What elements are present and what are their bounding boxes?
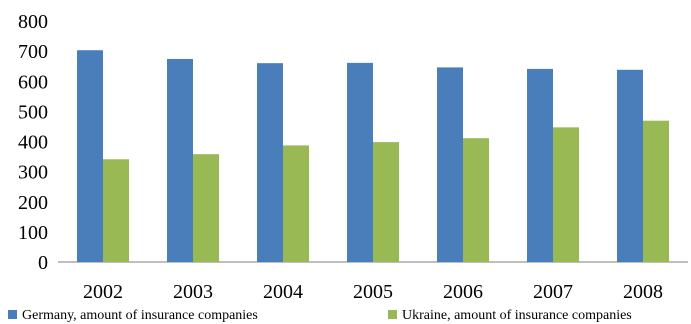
bar-germany-2004 xyxy=(257,63,283,262)
x-tick-label: 2008 xyxy=(623,281,663,303)
bar-germany-2006 xyxy=(437,67,463,262)
bar-germany-2002 xyxy=(77,50,103,262)
y-tick-label: 400 xyxy=(18,132,48,154)
legend-label-ukraine: Ukraine, amount of insurance companies xyxy=(402,308,632,323)
x-tick-label: 2005 xyxy=(353,281,393,303)
y-tick-label: 0 xyxy=(38,252,48,274)
y-tick-label: 600 xyxy=(18,71,48,93)
bar-ukraine-2004 xyxy=(283,145,309,262)
x-tick-label: 2002 xyxy=(83,281,123,303)
legend: Germany, amount of insurance companies U… xyxy=(0,308,691,324)
y-tick-label: 300 xyxy=(18,162,48,184)
legend-item-ukraine: Ukraine, amount of insurance companies xyxy=(388,308,632,324)
bar-ukraine-2007 xyxy=(553,127,579,262)
bar-germany-2003 xyxy=(167,58,193,262)
x-tick-label: 2007 xyxy=(533,281,573,303)
x-tick-label: 2006 xyxy=(443,281,483,303)
y-tick-label: 100 xyxy=(18,222,48,244)
y-axis-ticks: 0 100 200 300 400 500 600 700 800 xyxy=(18,11,48,274)
bar-ukraine-2005 xyxy=(373,142,399,262)
bar-germany-2007 xyxy=(527,68,553,263)
legend-item-germany: Germany, amount of insurance companies xyxy=(8,308,258,324)
bar-ukraine-2006 xyxy=(463,138,489,262)
legend-swatch-ukraine xyxy=(388,310,397,319)
x-tick-label: 2004 xyxy=(263,281,303,303)
bar-ukraine-2003 xyxy=(193,154,219,262)
bar-germany-2008 xyxy=(617,69,643,263)
bar-ukraine-2002 xyxy=(103,159,129,262)
y-tick-label: 200 xyxy=(18,192,48,214)
legend-swatch-germany xyxy=(8,310,17,319)
x-axis-ticks: 2002 2003 2004 2005 2006 2007 2008 xyxy=(83,281,663,303)
y-tick-label: 500 xyxy=(18,101,48,123)
x-tick-label: 2003 xyxy=(173,281,213,303)
bar-ukraine-2008 xyxy=(643,120,669,263)
legend-label-germany: Germany, amount of insurance companies xyxy=(22,308,258,323)
y-tick-label: 800 xyxy=(18,11,48,33)
bars xyxy=(77,50,669,263)
bar-germany-2005 xyxy=(347,62,373,262)
y-tick-label: 700 xyxy=(18,41,48,63)
